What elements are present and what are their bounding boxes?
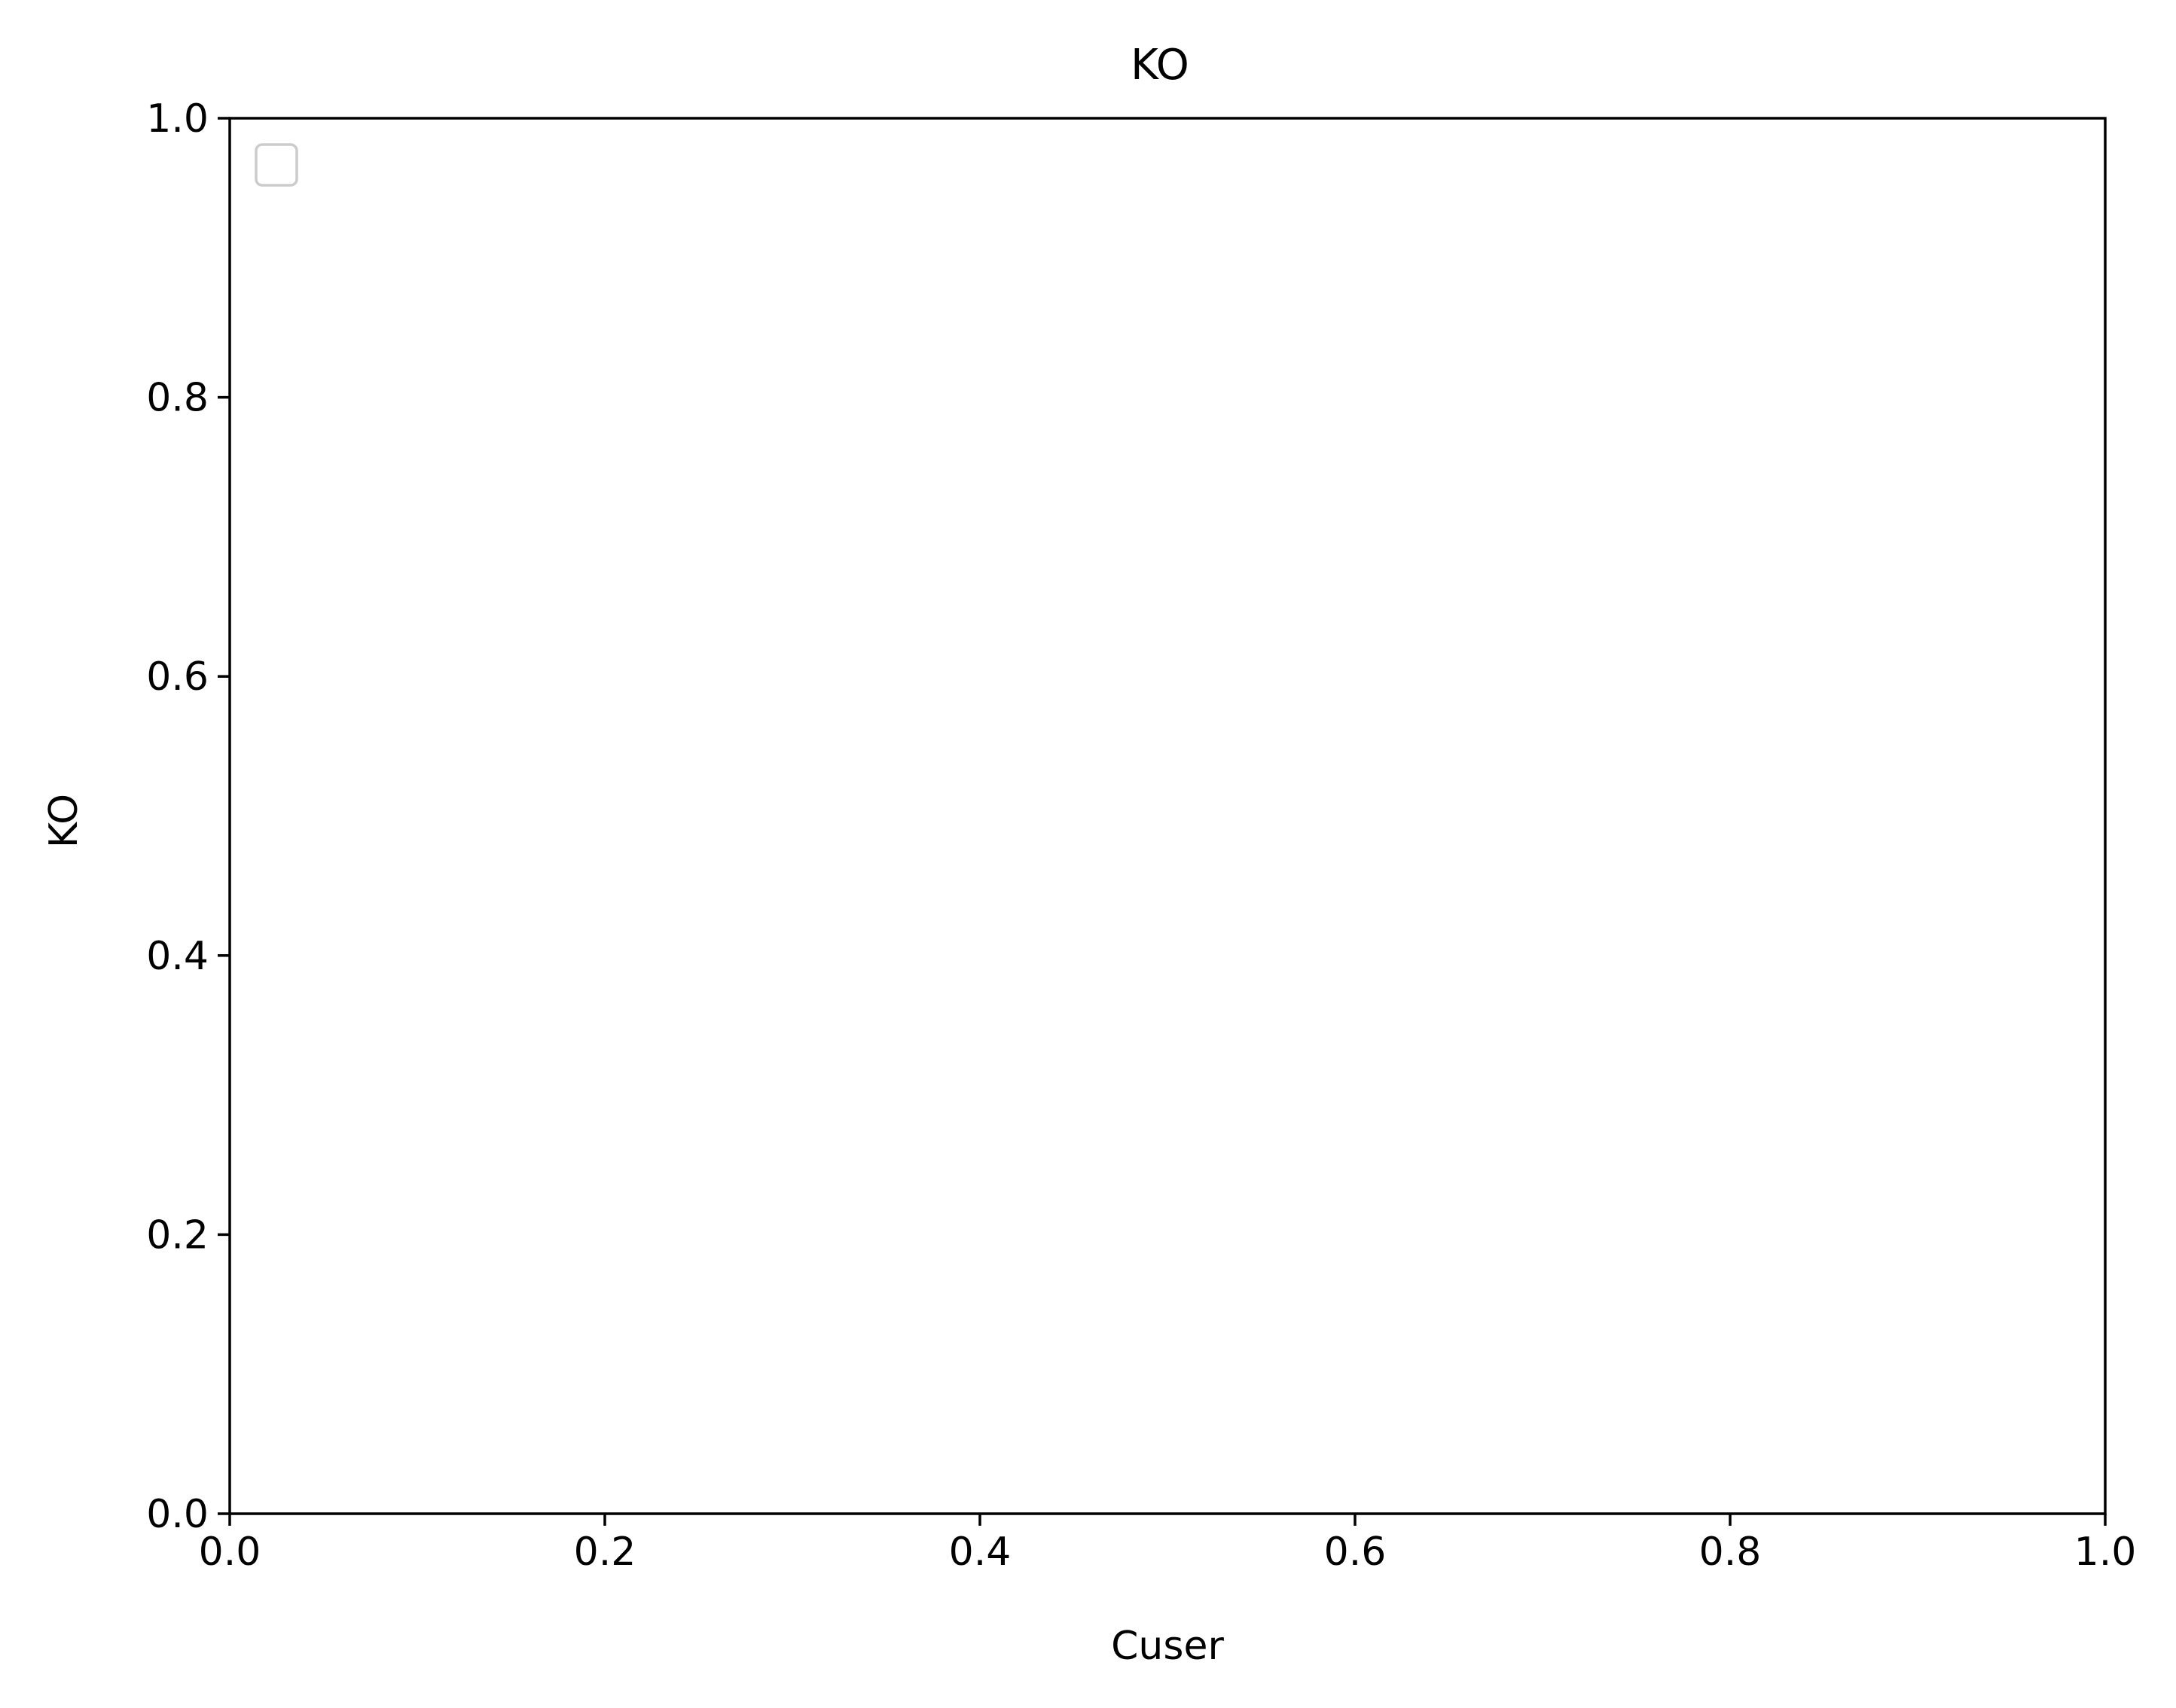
y-tick-label: 0.2 <box>146 1212 209 1258</box>
x-axis: 0.0 0.2 0.4 0.6 0.8 1.0 <box>199 1514 2137 1575</box>
y-tick-label: 0.0 <box>146 1492 209 1537</box>
y-tick-label: 0.4 <box>146 934 209 979</box>
y-axis-label: KO <box>41 794 87 848</box>
x-axis-label: Cuser <box>1111 1624 1224 1669</box>
legend-box <box>255 143 298 187</box>
plot-area <box>228 117 2107 1515</box>
y-axis: 0.0 0.2 0.4 0.6 0.8 1.0 <box>146 96 230 1537</box>
y-tick-label: 1.0 <box>146 96 209 142</box>
y-tick-label: 0.6 <box>146 654 209 700</box>
x-tick-label: 0.6 <box>1324 1530 1387 1575</box>
x-tick-label: 0.0 <box>199 1530 261 1575</box>
x-tick-label: 1.0 <box>2074 1530 2137 1575</box>
chart-title: KO <box>1131 41 1189 90</box>
x-tick-label: 0.8 <box>1699 1530 1762 1575</box>
axes-frame <box>228 117 2107 1515</box>
legend <box>255 143 298 187</box>
y-tick-label: 0.8 <box>146 376 209 421</box>
x-tick-label: 0.2 <box>574 1530 636 1575</box>
x-tick-label: 0.4 <box>949 1530 1012 1575</box>
